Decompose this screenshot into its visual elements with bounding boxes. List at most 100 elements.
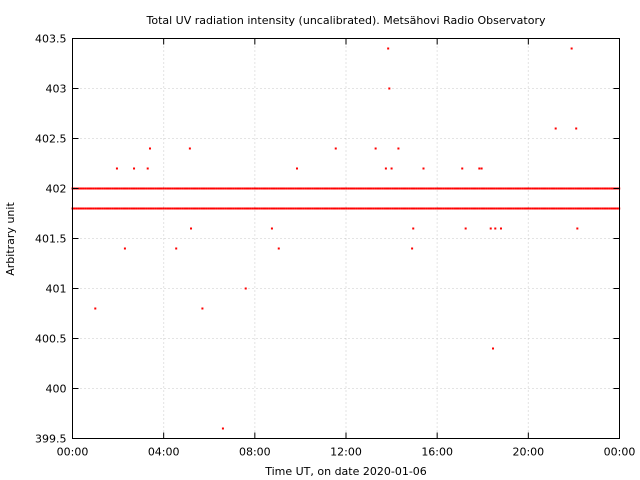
- data-point: [510, 207, 513, 210]
- data-point: [474, 207, 477, 210]
- data-point: [190, 207, 193, 210]
- data-point: [353, 187, 356, 190]
- data-point: [519, 187, 522, 190]
- data-point: [570, 207, 573, 210]
- data-point: [536, 207, 539, 210]
- data-point: [326, 207, 329, 210]
- data-point: [241, 207, 244, 210]
- data-point: [281, 187, 284, 190]
- data-point: [319, 187, 322, 190]
- data-point: [192, 207, 195, 210]
- data-point: [457, 187, 460, 190]
- data-point: [597, 207, 600, 210]
- data-point: [126, 207, 129, 210]
- data-point: [296, 207, 299, 210]
- data-point: [345, 207, 348, 210]
- data-point: [516, 187, 519, 190]
- data-point: [86, 187, 89, 190]
- data-point: [355, 207, 358, 210]
- data-point: [160, 187, 163, 190]
- data-point: [521, 187, 524, 190]
- data-point: [86, 207, 89, 210]
- grid-lines: [72, 38, 620, 439]
- data-point: [422, 167, 425, 170]
- data-point: [145, 207, 148, 210]
- data-point: [317, 207, 320, 210]
- data-point: [234, 207, 237, 210]
- data-point: [519, 207, 522, 210]
- data-point: [120, 187, 123, 190]
- data-point: [340, 187, 343, 190]
- data-point: [470, 207, 473, 210]
- data-point: [572, 187, 575, 190]
- data-point: [575, 127, 578, 130]
- data-point: [570, 187, 573, 190]
- data-point: [245, 207, 248, 210]
- data-point: [610, 207, 613, 210]
- data-point: [232, 207, 235, 210]
- data-point: [313, 207, 316, 210]
- data-point: [355, 187, 358, 190]
- data-point: [427, 207, 430, 210]
- data-point: [266, 187, 269, 190]
- data-point: [247, 187, 250, 190]
- data-point: [512, 187, 515, 190]
- data-point: [402, 207, 405, 210]
- data-point: [260, 187, 263, 190]
- data-point: [412, 207, 415, 210]
- data-point: [183, 187, 186, 190]
- data-point: [391, 187, 394, 190]
- data-point: [580, 187, 583, 190]
- data-point: [275, 207, 278, 210]
- data-point: [485, 187, 488, 190]
- data-point: [550, 187, 553, 190]
- data-point: [616, 207, 619, 210]
- data-point: [319, 207, 322, 210]
- data-point: [332, 207, 335, 210]
- data-point: [247, 207, 250, 210]
- data-point: [279, 207, 282, 210]
- data-point: [351, 207, 354, 210]
- data-point: [277, 207, 280, 210]
- x-tick-label: 04:00: [148, 446, 180, 459]
- data-point: [459, 207, 462, 210]
- data-point: [451, 187, 454, 190]
- data-point: [601, 187, 604, 190]
- data-point: [146, 167, 149, 170]
- data-point: [262, 207, 265, 210]
- data-point: [421, 187, 424, 190]
- data-point: [82, 187, 85, 190]
- data-point: [167, 187, 170, 190]
- data-point: [143, 207, 146, 210]
- data-point: [574, 207, 577, 210]
- data-point: [315, 207, 318, 210]
- data-point: [480, 167, 483, 170]
- data-point: [525, 207, 528, 210]
- data-point: [324, 207, 327, 210]
- y-tick-label: 403: [46, 83, 67, 96]
- data-point: [317, 187, 320, 190]
- data-point: [534, 207, 537, 210]
- data-point: [548, 187, 551, 190]
- data-point: [124, 187, 127, 190]
- data-point: [224, 207, 227, 210]
- data-point: [570, 47, 573, 50]
- data-point: [610, 187, 613, 190]
- data-point: [499, 187, 502, 190]
- data-point: [258, 207, 261, 210]
- data-point: [485, 207, 488, 210]
- data-point: [152, 207, 155, 210]
- data-point: [143, 187, 146, 190]
- data-point: [599, 207, 602, 210]
- data-point: [92, 187, 95, 190]
- data-point: [94, 207, 97, 210]
- data-point: [343, 187, 346, 190]
- data-point: [230, 187, 233, 190]
- data-point: [351, 187, 354, 190]
- data-point: [324, 187, 327, 190]
- data-point: [429, 187, 432, 190]
- data-point: [554, 127, 557, 130]
- data-point: [139, 187, 142, 190]
- data-point: [491, 207, 494, 210]
- data-point: [453, 207, 456, 210]
